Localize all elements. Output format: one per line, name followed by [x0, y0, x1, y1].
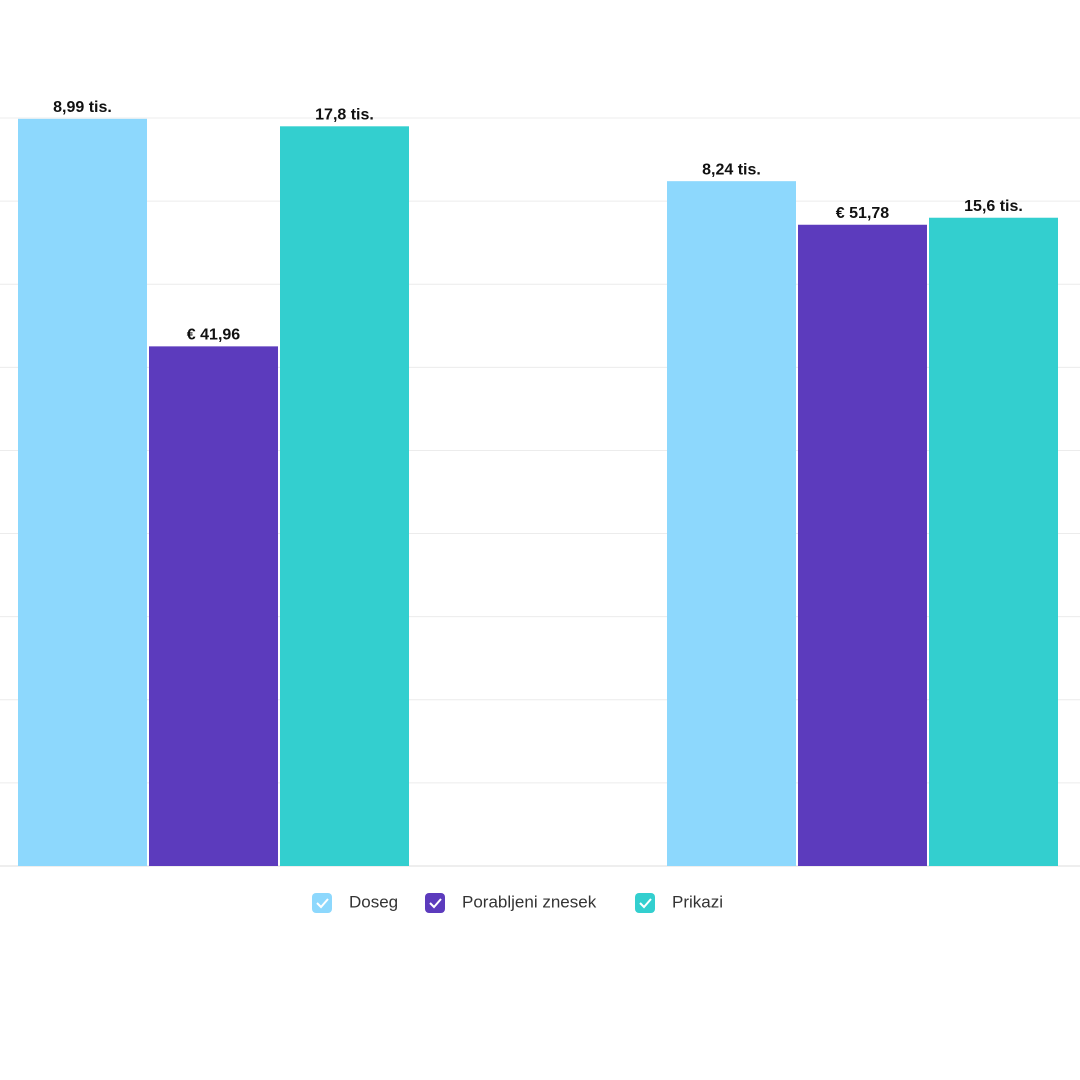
legend-item: Doseg [312, 892, 398, 913]
legend-item: Prikazi [635, 892, 723, 913]
data-label: € 51,78 [836, 205, 889, 222]
legend-item: Porabljeni znesek [425, 892, 597, 913]
bar [929, 217, 1058, 866]
legend-swatch [635, 893, 655, 913]
data-label: 15,6 tis. [964, 198, 1023, 215]
bar [280, 126, 409, 867]
bar [149, 346, 278, 866]
legend-label: Porabljeni znesek [462, 892, 597, 911]
legend-label: Prikazi [672, 892, 723, 911]
data-label: 8,99 tis. [53, 99, 112, 116]
legend-check [316, 898, 329, 909]
bar [667, 181, 796, 867]
legend-swatch [312, 893, 332, 913]
legend-check [639, 898, 652, 909]
bar [798, 224, 927, 867]
bar [18, 118, 147, 866]
data-label: 17,8 tis. [315, 107, 374, 124]
data-label: 8,24 tis. [702, 161, 761, 178]
data-label: € 41,96 [187, 327, 240, 344]
legend-check [429, 898, 442, 909]
legend-label: Doseg [349, 892, 398, 911]
legend-swatch [425, 893, 445, 913]
